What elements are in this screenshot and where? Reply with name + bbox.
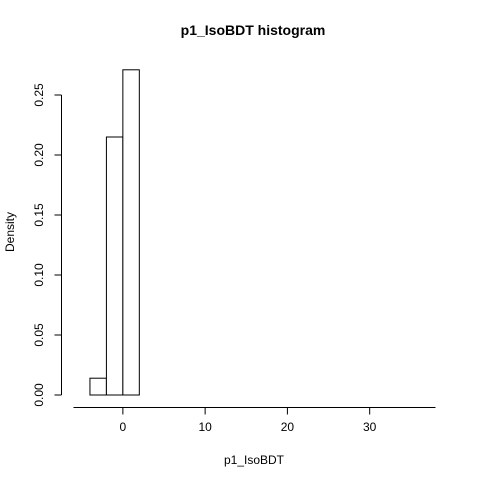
y-tick-label-3: 0.15 [32, 203, 46, 227]
histogram-bar-2 [122, 69, 140, 396]
x-axis-label: p1_IsoBDT [224, 453, 285, 467]
histogram-bar-1 [105, 136, 124, 396]
bars [89, 69, 140, 396]
x-tick-label-0: 0 [120, 420, 127, 434]
y-tick-label-4: 0.20 [32, 143, 46, 167]
y-tick-label-5: 0.25 [32, 83, 46, 107]
x-tick-label-1: 10 [198, 420, 212, 434]
y-tick-label-0: 0.00 [32, 383, 46, 407]
y-tick-label-2: 0.10 [32, 263, 46, 287]
y-axis-label: Density [3, 212, 17, 252]
chart-title: p1_IsoBDT histogram [181, 22, 326, 38]
x-tick-label-2: 20 [281, 420, 295, 434]
y-tick-label-1: 0.05 [32, 323, 46, 347]
x-axis: 0 10 20 30 [73, 407, 436, 434]
histogram-bar-0 [89, 377, 107, 396]
y-axis: 0.00 0.05 0.10 0.15 0.20 0.25 [32, 83, 62, 407]
x-tick-label-3: 30 [363, 420, 377, 434]
